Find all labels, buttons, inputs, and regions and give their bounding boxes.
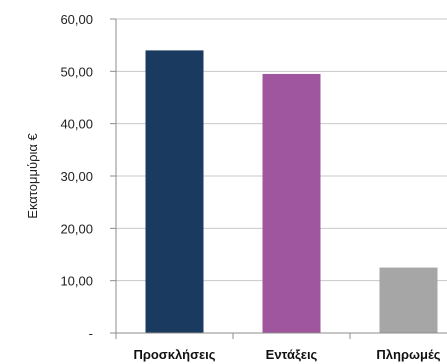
- bars: [145, 50, 438, 334]
- bar: [262, 73, 321, 333]
- y-tick-label: 60,00: [60, 12, 93, 27]
- x-category-label: Προσκλήσεις: [133, 347, 215, 362]
- y-tick-label: -: [89, 326, 93, 341]
- y-tick-label: 50,00: [60, 64, 93, 79]
- y-tick-label: 40,00: [60, 117, 93, 132]
- bar: [145, 50, 204, 334]
- y-tick-labels: - 10,00 20,00 30,00 40,00 50,00 60,00: [60, 12, 93, 341]
- y-tick-label: 10,00: [60, 274, 93, 289]
- x-category-labels: Προσκλήσεις Εντάξεις Πληρωμές: [133, 347, 440, 362]
- y-tick-label: 30,00: [60, 169, 93, 184]
- axes: [110, 18, 447, 339]
- x-category-label: Πληρωμές: [376, 347, 440, 362]
- y-tick-label: 20,00: [60, 221, 93, 236]
- x-category-label: Εντάξεις: [266, 347, 318, 362]
- y-axis-title: Εκατομμύρια €: [25, 133, 40, 219]
- bar: [379, 267, 438, 333]
